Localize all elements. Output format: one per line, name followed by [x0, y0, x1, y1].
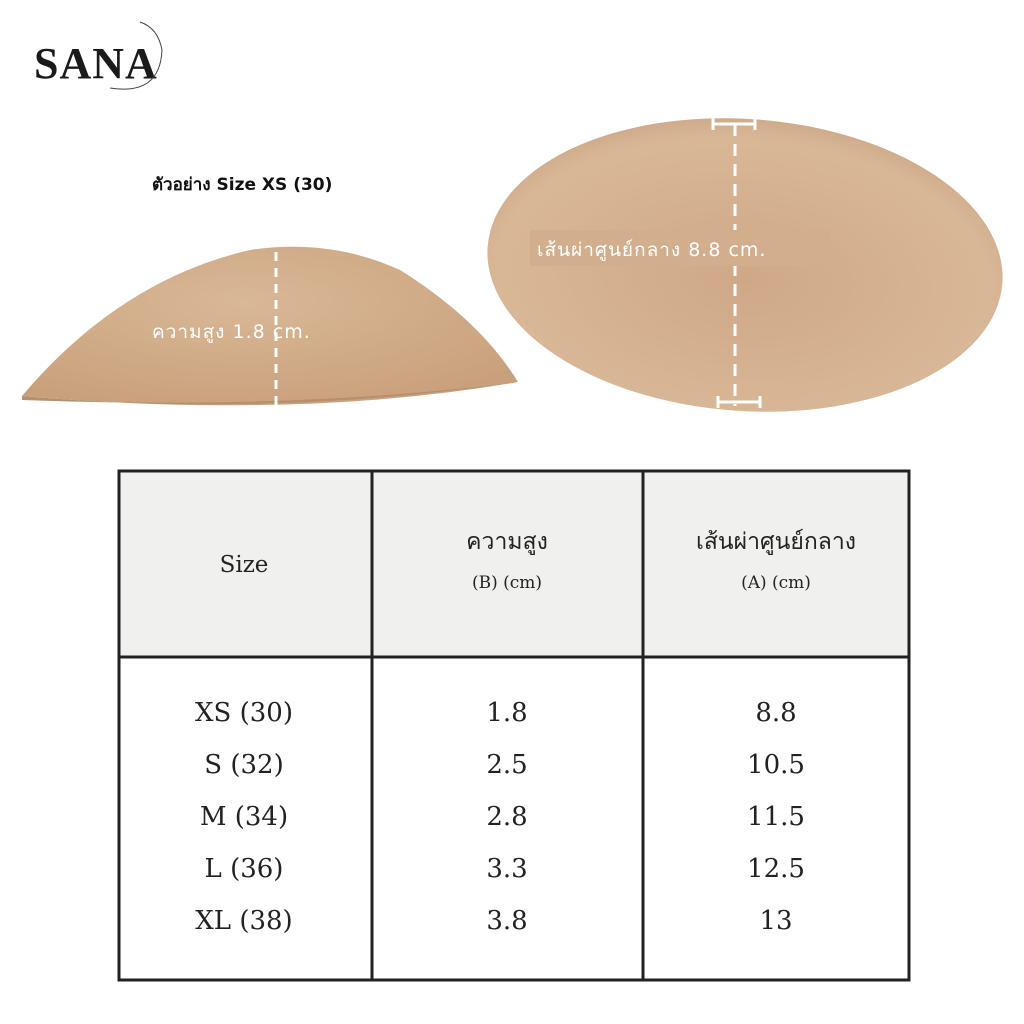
table-cell: 12.5	[747, 854, 805, 884]
table-cell: 13	[759, 906, 792, 936]
table-cell: 2.5	[486, 750, 527, 780]
table-cell: XS (30)	[195, 698, 293, 728]
table-cell: 1.8	[486, 698, 527, 728]
table-cell: S (32)	[204, 750, 283, 780]
header-cell: เส้นผ่าศูนย์กลาง	[696, 528, 856, 555]
table-cell: 3.8	[486, 906, 527, 936]
table-border	[117, 469, 911, 982]
logo: SANA	[34, 39, 158, 88]
table-cell: 8.8	[755, 698, 796, 728]
table-header-bg	[119, 471, 909, 657]
header-cell: ความสูง	[466, 529, 548, 555]
table-cell: 2.8	[486, 802, 527, 832]
table-cell: 10.5	[747, 750, 805, 780]
height-label: ความสูง 1.8 cm.	[152, 321, 311, 343]
table-cell: XL (38)	[195, 906, 292, 936]
pad-side	[22, 246, 518, 406]
pad-edge	[22, 382, 518, 405]
table-cell: M (34)	[200, 802, 288, 832]
header-cell: Size	[220, 552, 269, 578]
table-cell: L (36)	[205, 854, 284, 884]
caption: ตัวอย่าง Size XS (30)	[152, 175, 332, 195]
table-cell: 11.5	[747, 802, 805, 832]
header-sub: (B) (cm)	[472, 573, 542, 593]
label-bg	[530, 230, 830, 266]
diameter-label: เส้นผ่าศูนย์กลาง 8.8 cm.	[537, 239, 766, 261]
table-cell: 3.3	[486, 854, 527, 884]
logo-swoosh	[109, 21, 163, 90]
header-sub: (A) (cm)	[741, 573, 811, 593]
